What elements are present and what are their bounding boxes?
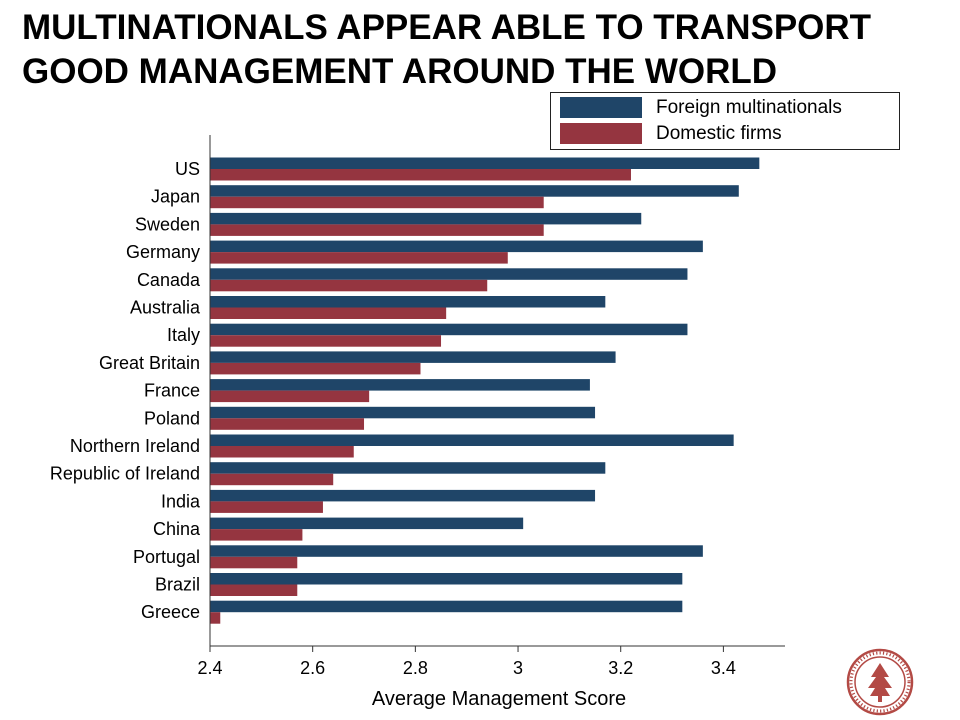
bar-domestic <box>210 279 488 292</box>
legend: Foreign multinationals Domestic firms <box>550 92 900 150</box>
category-label: Germany <box>126 242 200 262</box>
bar-foreign <box>210 517 524 530</box>
x-tick-label: 2.4 <box>197 658 222 678</box>
bar-foreign <box>210 406 596 419</box>
legend-label-foreign: Foreign multinationals <box>656 97 842 118</box>
legend-label-domestic: Domestic firms <box>656 123 782 144</box>
category-labels: US Japan Sweden Germany Canada Australia Italy… <box>50 159 201 622</box>
bar-foreign <box>210 185 739 197</box>
bar-domestic <box>210 196 544 209</box>
bar-domestic <box>210 252 508 264</box>
category-label: Republic of Ireland <box>50 464 200 484</box>
category-label: Great Britain <box>99 353 200 373</box>
bar-foreign <box>210 545 703 557</box>
bar-domestic <box>210 556 298 569</box>
bar-domestic <box>210 307 447 319</box>
x-axis: 2.4 2.6 2.8 3 3.2 3.4 <box>197 645 785 678</box>
page-title: MULTINATIONALS APPEAR ABLE TO TRANSPORT … <box>22 8 872 91</box>
x-ticks: 2.4 2.6 2.8 3 3.2 3.4 <box>197 646 736 678</box>
bar-domestic <box>210 529 303 541</box>
category-label: Portugal <box>133 547 200 567</box>
category-label: Greece <box>141 602 200 622</box>
bar-foreign <box>210 379 590 391</box>
bar-domestic <box>210 169 631 181</box>
bar-foreign <box>210 323 688 336</box>
bar-foreign <box>210 351 616 363</box>
bar-foreign <box>210 600 683 613</box>
bar-domestic <box>210 362 421 375</box>
category-label: India <box>161 491 201 511</box>
university-seal-logo <box>846 648 914 716</box>
x-axis-title: Average Management Score <box>372 688 626 710</box>
category-label: US <box>175 159 200 179</box>
x-tick-label: 3 <box>513 658 523 678</box>
category-label: France <box>144 381 200 401</box>
category-label: Brazil <box>155 575 200 595</box>
bar-foreign <box>210 157 760 169</box>
category-label: Canada <box>137 270 201 290</box>
legend-swatch-foreign <box>560 97 642 118</box>
x-tick-label: 3.4 <box>711 658 736 678</box>
bar-foreign <box>210 212 642 225</box>
bar-foreign <box>210 240 703 253</box>
legend-swatch-domestic <box>560 123 642 144</box>
category-label: Japan <box>151 187 200 207</box>
x-tick-label: 2.6 <box>300 658 325 678</box>
bar-foreign <box>210 268 688 280</box>
bar-foreign <box>210 489 596 502</box>
bar-foreign <box>210 434 734 446</box>
bar-domestic <box>210 224 544 236</box>
bar-domestic <box>210 418 365 430</box>
bar-foreign <box>210 296 606 308</box>
category-label: China <box>153 519 201 539</box>
bar-domestic <box>210 390 370 403</box>
bar-foreign <box>210 573 683 585</box>
bar-domestic <box>210 501 323 513</box>
bar-domestic <box>210 446 354 458</box>
bar-domestic <box>210 335 442 347</box>
x-tick-label: 2.8 <box>403 658 428 678</box>
category-label: Poland <box>144 408 200 428</box>
category-label: Italy <box>167 325 200 345</box>
bar-foreign <box>210 462 606 474</box>
bars-group <box>210 157 760 624</box>
bar-domestic <box>210 473 334 486</box>
category-label: Northern Ireland <box>70 436 200 456</box>
bar-domestic <box>210 612 221 624</box>
x-tick-label: 3.2 <box>608 658 633 678</box>
category-label: Australia <box>130 298 201 318</box>
category-label: Sweden <box>135 214 200 234</box>
bar-domestic <box>210 584 298 596</box>
